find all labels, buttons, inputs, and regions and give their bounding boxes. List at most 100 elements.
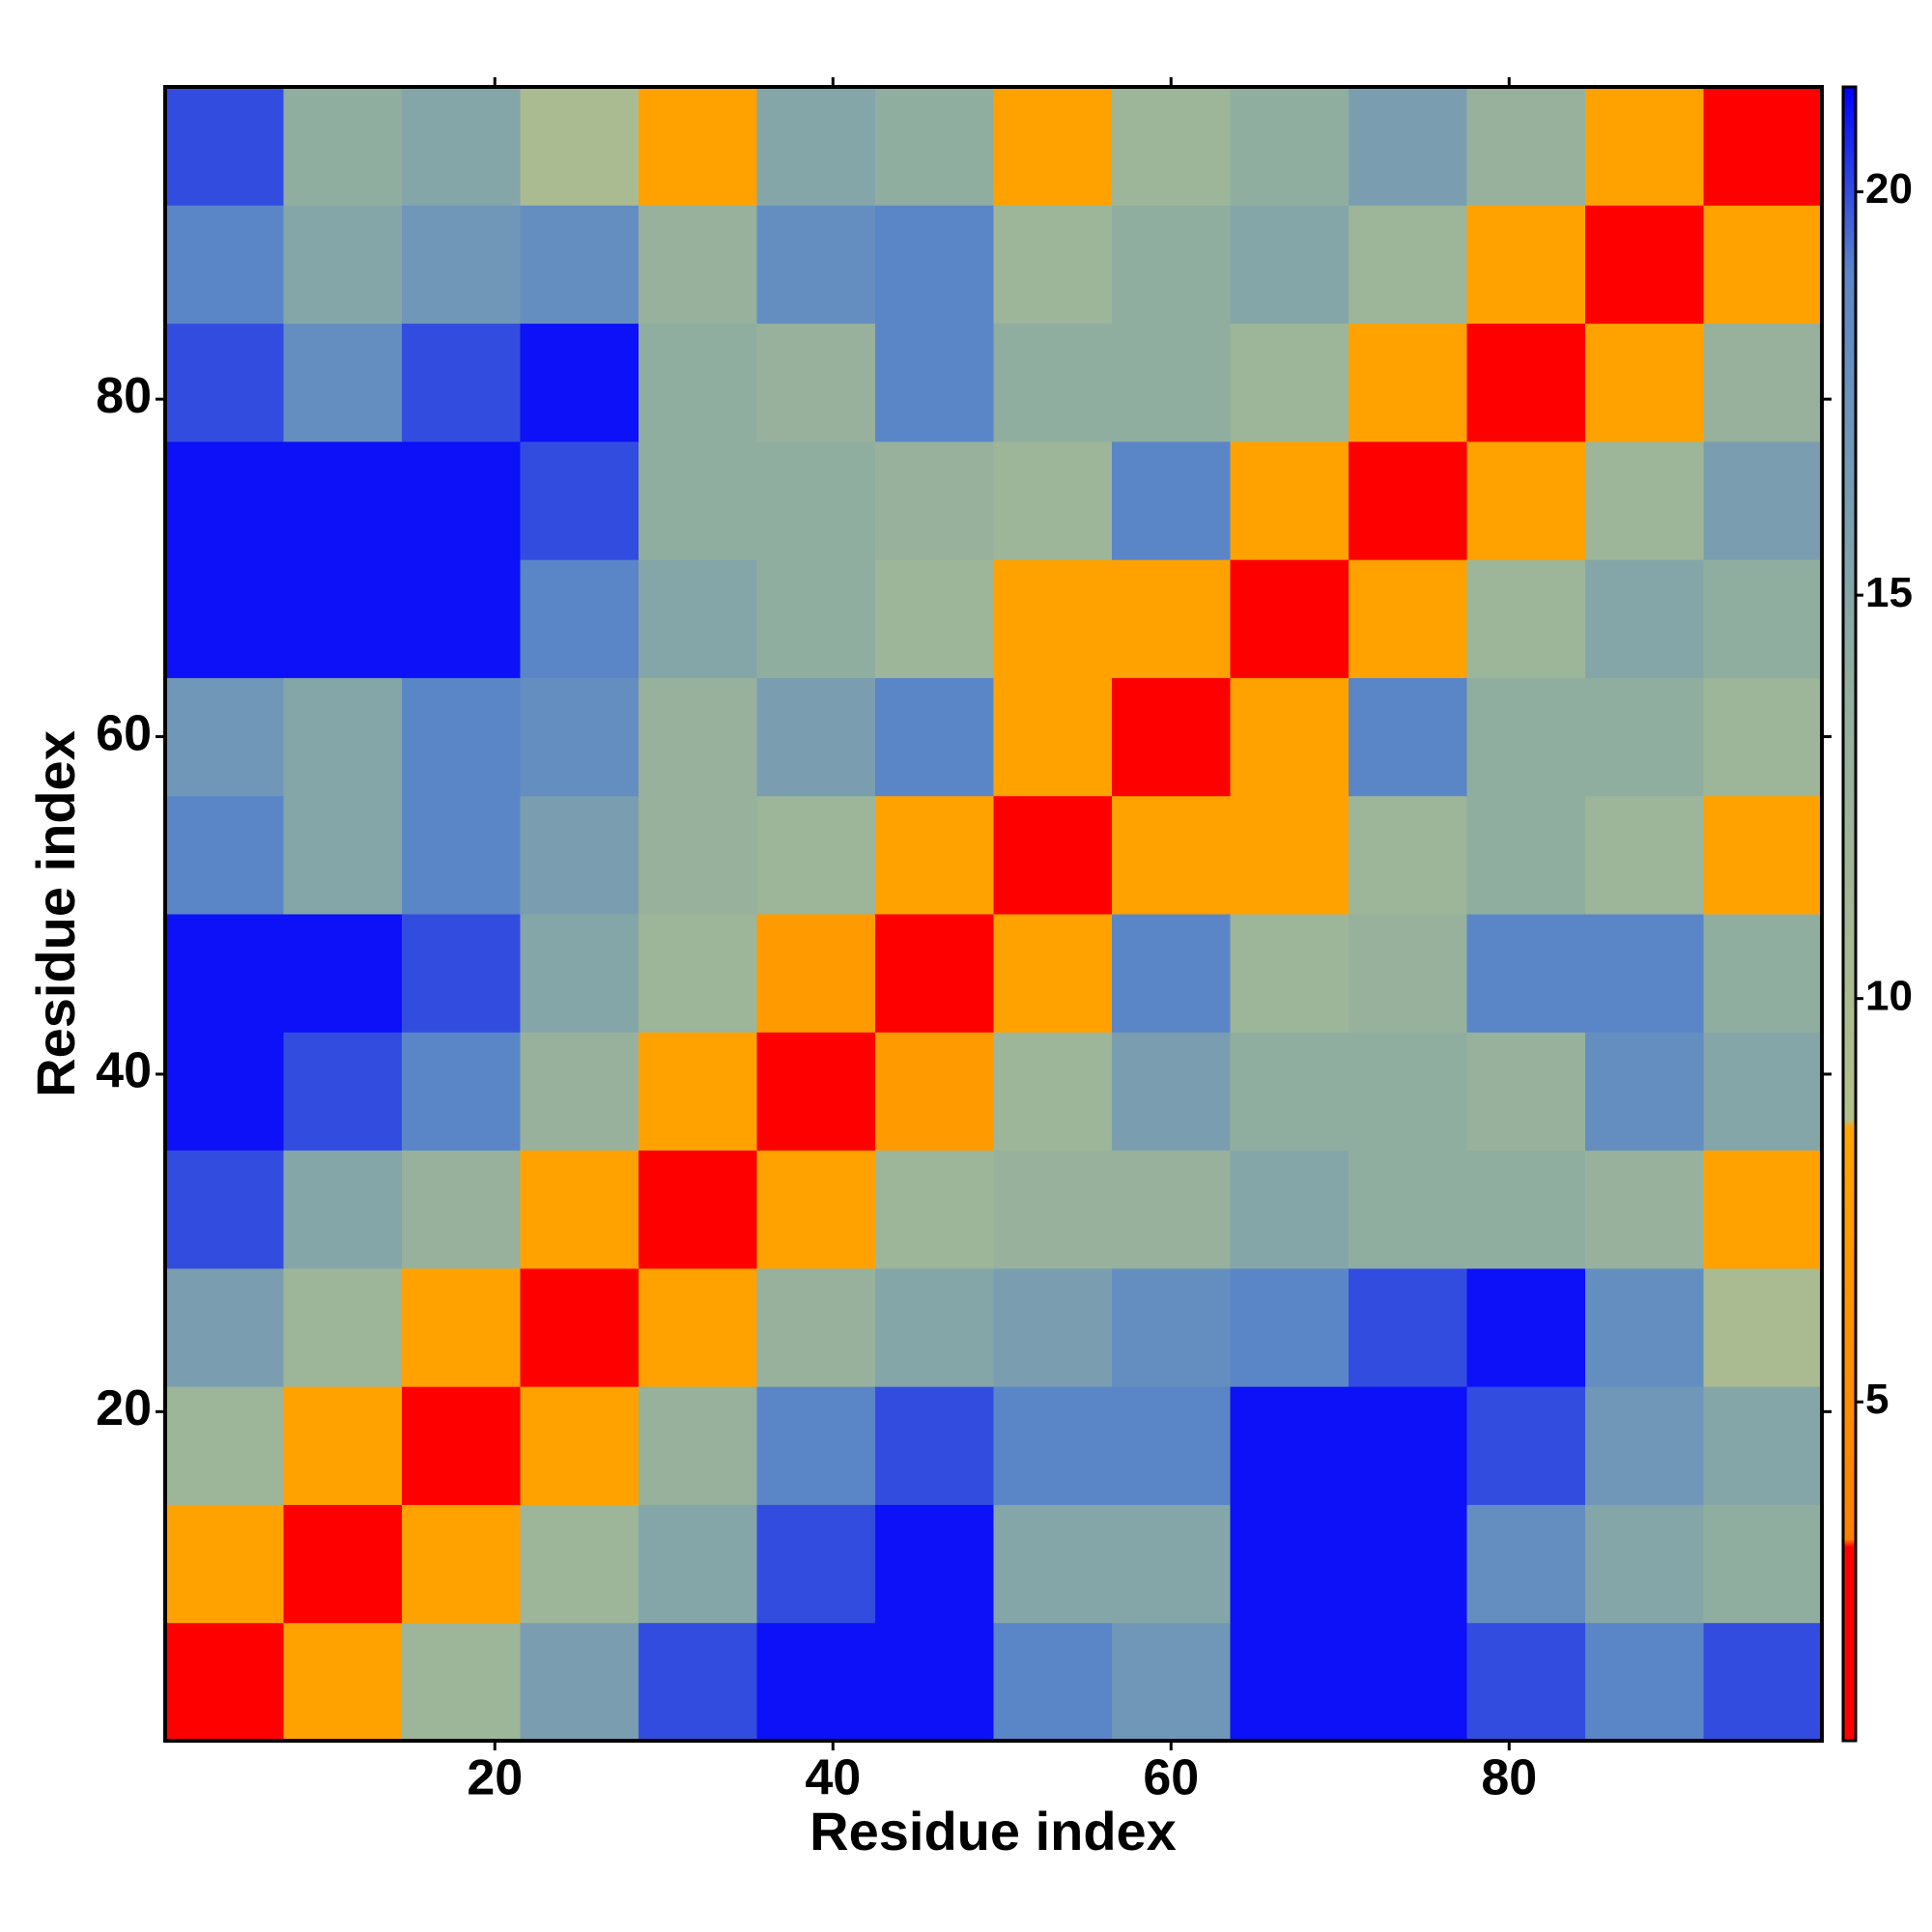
heatmap-cell [639,914,757,1033]
heatmap-cell [1112,323,1231,442]
heatmap-cell [639,1504,757,1624]
heatmap-cell [639,323,757,442]
x-tick-label: 20 [467,1750,523,1806]
heatmap-cell [1585,205,1704,325]
heatmap-cell [1585,1032,1704,1151]
heatmap-cell [1112,1032,1231,1151]
heatmap-cell [1349,1267,1467,1387]
heatmap-cell [520,1267,639,1387]
heatmap-cell [1230,677,1350,797]
heatmap-cell [402,1267,521,1387]
heatmap-cell [402,795,521,915]
heatmap-cell [165,677,284,797]
heatmap-cell [875,914,994,1033]
x-tick-label: 40 [805,1750,861,1806]
heatmap-cell [165,323,284,442]
heatmap-cell [639,1150,757,1269]
heatmap-cell [1585,677,1704,797]
heatmap-cell [756,1504,876,1624]
heatmap-cell [875,1504,994,1624]
heatmap-cell [402,1386,521,1505]
heatmap-cell [993,1386,1113,1505]
heatmap-cell [1349,205,1467,325]
heatmap-cell [875,1150,994,1269]
heatmap-cell [1112,1150,1231,1269]
heatmap-cell [875,559,994,678]
heatmap-cell [1466,1267,1586,1387]
heatmap-cell [1349,1032,1467,1151]
heatmap-cell [402,87,521,206]
y-tick-label: 20 [96,1380,152,1436]
heatmap-cell [993,323,1113,442]
heatmap-cell [639,1386,757,1505]
heatmap-cell [402,323,521,442]
heatmap-cell [1585,1386,1704,1505]
heatmap-cell [875,1267,994,1387]
y-axis-label: Residue index [25,730,86,1097]
heatmap-cell [993,1622,1113,1742]
heatmap-cell [756,677,876,797]
heatmap-cell [1349,1504,1467,1624]
heatmap-cell [1112,914,1231,1033]
heatmap-cell [756,1386,876,1505]
heatmap-cell [165,559,284,678]
heatmap-cell [1112,1504,1231,1624]
heatmap-cell [875,87,994,206]
heatmap-cell [402,440,521,560]
heatmap-cell [1585,1150,1704,1269]
heatmap-cell [1466,559,1586,678]
heatmap-cell [756,1150,876,1269]
heatmap-cell [1585,1504,1704,1624]
heatmap-cell [520,1622,639,1742]
y-tick-label: 60 [96,705,152,761]
heatmap-cell [520,1032,639,1151]
heatmap-cell [1703,795,1823,915]
heatmap-cell [520,1386,639,1505]
heatmap-cell [520,87,639,206]
heatmap-cell [402,1150,521,1269]
heatmap-cell [283,914,403,1033]
heatmap-cell [283,87,403,206]
heatmap-cell [165,1267,284,1387]
colorbar [1841,85,1858,1743]
heatmap-cell [1703,440,1823,560]
heatmap-cell [756,87,876,206]
heatmap-cell [402,677,521,797]
heatmap-cell [283,559,403,678]
heatmap-cell [1703,677,1823,797]
heatmap-cell [402,914,521,1033]
heatmap-cell [283,205,403,325]
heatmap-cell [1112,1267,1231,1387]
heatmap-cell [1230,323,1350,442]
heatmap-cell [875,1032,994,1151]
heatmap-cell [1349,795,1467,915]
heatmap-cell [1703,914,1823,1033]
heatmap-cell [756,1622,876,1742]
heatmap-cell [165,205,284,325]
heatmap-cell [1703,87,1823,206]
heatmap-cell [1230,1622,1350,1742]
heatmap-cell [283,1150,403,1269]
heatmap-cell [1230,1267,1350,1387]
heatmap-cell [1466,914,1586,1033]
heatmap-cell [639,205,757,325]
heatmap-cell [283,795,403,915]
x-axis-label: Residue index [810,1801,1177,1861]
y-tick-label: 80 [96,368,152,424]
heatmap-cell [756,1267,876,1387]
heatmap-cell [520,440,639,560]
heatmap-cell [1466,1504,1586,1624]
heatmap-cell [165,1386,284,1505]
heatmap-cell [1585,1622,1704,1742]
heatmap-cell [1112,1386,1231,1505]
heatmap-cell [1230,914,1350,1033]
heatmap-cell [1349,914,1467,1033]
heatmap-cell [1230,87,1350,206]
heatmap-cell [639,440,757,560]
heatmap-cell [1466,87,1586,206]
heatmap-cell [875,795,994,915]
heatmap-cell [165,1504,284,1624]
heatmap-cell [1466,440,1586,560]
